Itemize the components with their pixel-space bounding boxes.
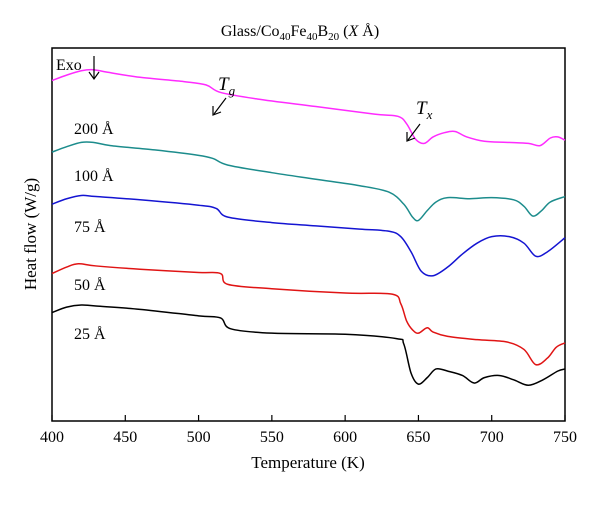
x-tick-label: 500 — [187, 429, 211, 446]
series-line-200 — [51, 68, 566, 147]
x-tick-label: 700 — [480, 429, 504, 446]
x-tick-label: 750 — [553, 429, 577, 446]
tx-arrow-icon — [406, 123, 421, 142]
series-line-100 — [51, 141, 566, 222]
title-prefix: Glass/Co — [221, 23, 280, 40]
x-tick-label: 550 — [260, 429, 284, 446]
tg-sub: g — [229, 83, 236, 98]
title-mid-1: Fe — [291, 23, 307, 40]
x-tick-label: 450 — [113, 429, 137, 446]
series-group — [51, 68, 566, 386]
tg-arrow-icon — [212, 97, 227, 116]
series-label-75: 75 Å — [74, 218, 106, 236]
x-tick-label: 650 — [406, 429, 430, 446]
title-unit: Å — [362, 22, 374, 40]
x-ticks: 400 450 500 550 600 650 700 750 — [40, 415, 577, 446]
chart-title: Glass/Co40Fe40B20 (X Å) — [221, 22, 379, 43]
plot-frame — [51, 47, 566, 422]
x-axis-label: Temperature (K) — [251, 453, 365, 472]
tg-label: Tg — [218, 74, 236, 98]
series-label-100: 100 Å — [74, 167, 114, 185]
series-label-25: 25 Å — [74, 325, 106, 343]
title-mid-2: B — [318, 23, 329, 40]
series-line-75 — [51, 194, 566, 277]
title-var: X — [348, 23, 360, 40]
series-label-200: 200 Å — [74, 120, 114, 138]
tx-label: Tx — [416, 98, 433, 122]
tg-main: T — [218, 74, 230, 95]
exo-label: Exo — [56, 57, 82, 74]
tx-sub: x — [426, 107, 433, 122]
exo-arrow-icon — [88, 56, 100, 81]
title-sub-3: 20 — [328, 31, 340, 43]
title-sub-2: 40 — [307, 31, 319, 43]
title-sub-1: 40 — [280, 31, 292, 43]
x-tick-label: 400 — [40, 429, 64, 446]
series-label-50: 50 Å — [74, 276, 106, 294]
x-tick-label: 600 — [333, 429, 357, 446]
tx-main: T — [416, 98, 428, 119]
series-line-25 — [51, 304, 566, 386]
series-line-50 — [51, 263, 566, 366]
y-axis-label: Heat flow (W/g) — [21, 178, 40, 290]
